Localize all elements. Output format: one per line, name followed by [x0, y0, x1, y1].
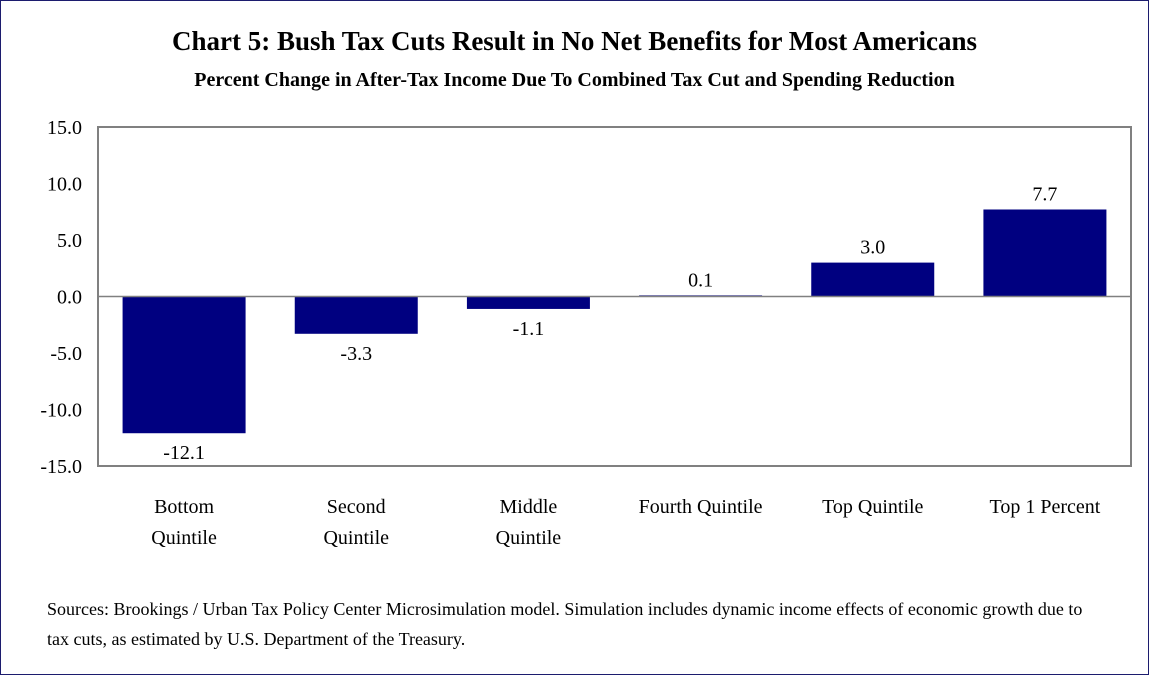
category-label: Quintile — [323, 527, 389, 549]
chart-title: Chart 5: Bush Tax Cuts Result in No Net … — [171, 26, 977, 56]
category-label: Fourth Quintile — [639, 496, 763, 518]
sources-note: Sources: Brookings / Urban Tax Policy Ce… — [47, 599, 1083, 649]
category-label: Quintile — [496, 527, 562, 549]
data-label: -12.1 — [163, 442, 205, 464]
y-tick-label: -15.0 — [40, 456, 82, 478]
data-label: 7.7 — [1032, 183, 1057, 205]
bar — [294, 296, 418, 334]
bar — [811, 262, 935, 297]
data-label: -3.3 — [340, 343, 372, 365]
category-label: Middle — [500, 496, 558, 518]
bar — [466, 296, 590, 309]
chart-subtitle: Percent Change in After-Tax Income Due T… — [194, 69, 955, 91]
y-tick-label: 15.0 — [47, 117, 82, 139]
data-label: -1.1 — [513, 318, 545, 340]
category-label: Top Quintile — [822, 496, 923, 518]
category-label: Top 1 Percent — [990, 496, 1101, 518]
data-label: 0.1 — [688, 269, 713, 291]
bar — [983, 209, 1107, 297]
y-tick-label: 0.0 — [57, 287, 82, 309]
category-label: Second — [327, 496, 386, 518]
category-label: Quintile — [151, 527, 217, 549]
y-tick-label: -10.0 — [40, 400, 82, 422]
data-label: 3.0 — [860, 237, 885, 259]
y-tick-label: 10.0 — [47, 174, 82, 196]
bar — [122, 296, 246, 434]
y-tick-label: 5.0 — [57, 230, 82, 252]
category-label: Bottom — [154, 496, 214, 518]
y-tick-label: -5.0 — [50, 343, 82, 365]
